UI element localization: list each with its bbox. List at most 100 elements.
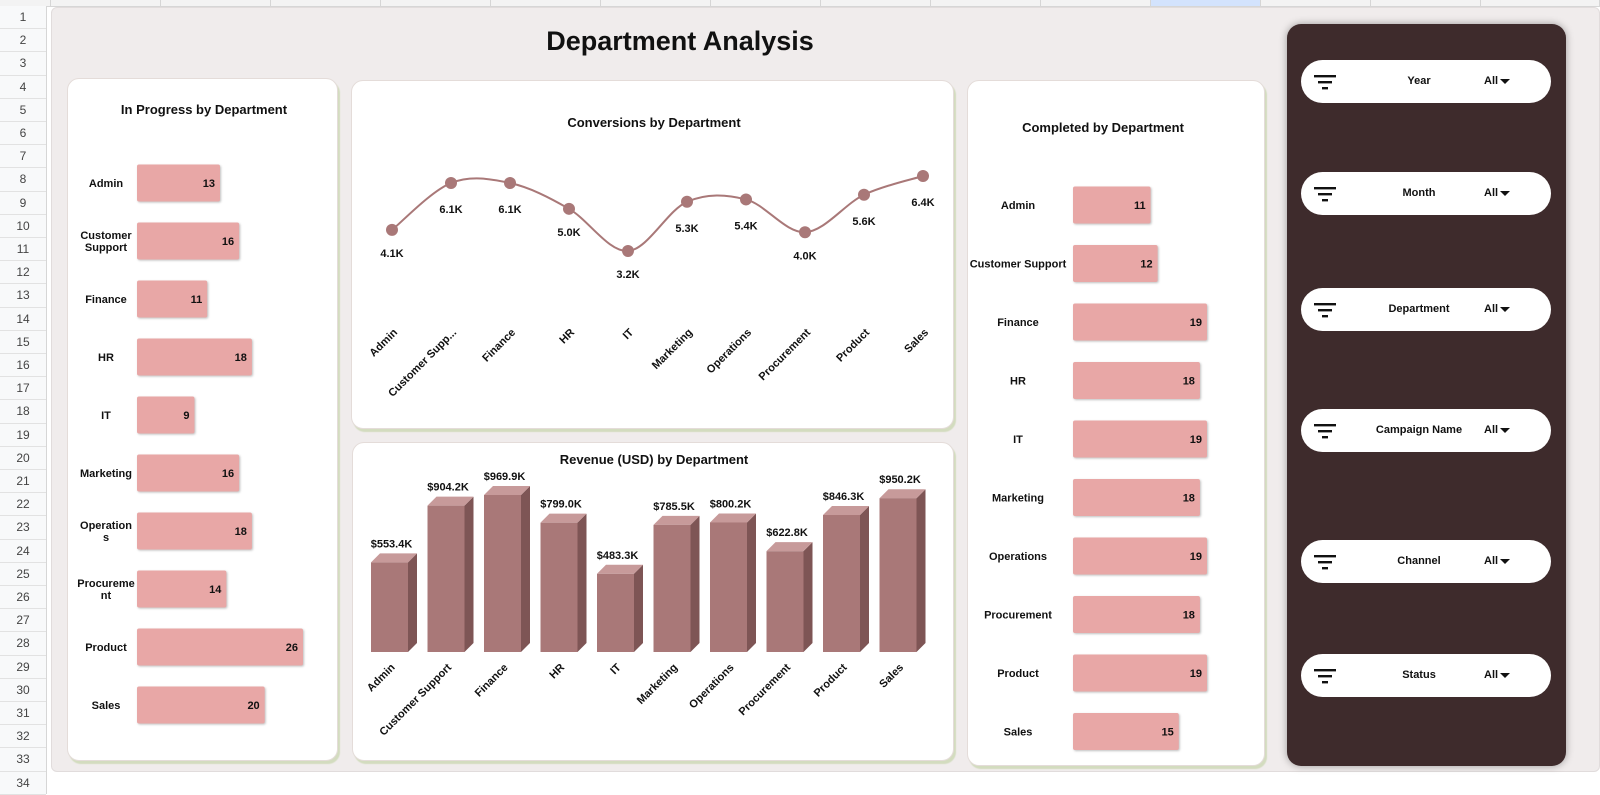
channel-slicer-value[interactable]: All bbox=[1484, 555, 1499, 567]
completed-card[interactable]: Completed by Department 11 Admin 12 Customer… bbox=[967, 80, 1265, 766]
column-header[interactable] bbox=[51, 0, 161, 6]
column-header[interactable] bbox=[601, 0, 711, 6]
row-number[interactable]: 3 bbox=[0, 52, 46, 76]
data-point bbox=[740, 193, 752, 206]
row-number[interactable]: 19 bbox=[0, 424, 46, 447]
department-slicer-value[interactable]: All bbox=[1484, 303, 1499, 315]
row-number[interactable]: 16 bbox=[0, 354, 46, 378]
row-number[interactable]: 6 bbox=[0, 122, 46, 146]
row-number[interactable]: 24 bbox=[0, 540, 46, 563]
year-slicer[interactable]: Year All bbox=[1301, 60, 1551, 103]
row-number[interactable]: 18 bbox=[0, 400, 46, 424]
row-number[interactable]: 15 bbox=[0, 331, 46, 354]
channel-slicer-label: Channel bbox=[1397, 555, 1441, 567]
column-header[interactable] bbox=[821, 0, 931, 6]
category-label-line: Operation bbox=[80, 520, 132, 532]
row-number[interactable]: 27 bbox=[0, 609, 46, 633]
category-label: IT bbox=[1013, 434, 1023, 446]
filter-icon bbox=[1314, 187, 1336, 202]
row-number[interactable]: 20 bbox=[0, 447, 46, 470]
row-number[interactable]: 1 bbox=[0, 6, 46, 30]
dashboard-title: Department Analysis bbox=[546, 26, 814, 56]
category-label: Admin bbox=[365, 661, 398, 694]
dropdown-caret-icon[interactable] bbox=[1500, 673, 1510, 678]
row-number[interactable]: 22 bbox=[0, 493, 46, 517]
category-label-line: Finance bbox=[997, 317, 1039, 329]
chart-title: Completed by Department bbox=[1022, 120, 1184, 135]
row-number[interactable]: 32 bbox=[0, 725, 46, 749]
data-label: 18 bbox=[235, 526, 247, 538]
column-header[interactable] bbox=[271, 0, 381, 6]
row-number[interactable]: 5 bbox=[0, 99, 46, 122]
column-header[interactable] bbox=[1371, 0, 1481, 6]
row-number[interactable]: 34 bbox=[0, 772, 46, 795]
data-label: 18 bbox=[1183, 493, 1195, 505]
column-header[interactable] bbox=[381, 0, 491, 6]
category-label-line: Marketing bbox=[80, 468, 132, 480]
row-number[interactable]: 13 bbox=[0, 284, 46, 308]
row-number[interactable]: 21 bbox=[0, 470, 46, 494]
campaign-name-slicer[interactable]: Campaign Name All bbox=[1301, 409, 1551, 452]
data-label: 5.4K bbox=[734, 220, 757, 232]
dropdown-caret-icon[interactable] bbox=[1500, 307, 1510, 312]
channel-slicer[interactable]: Channel All bbox=[1301, 540, 1551, 583]
column-header[interactable] bbox=[161, 0, 271, 6]
category-label-line: Sales bbox=[1004, 727, 1033, 739]
column bbox=[766, 551, 804, 652]
row-number[interactable]: 8 bbox=[0, 168, 46, 192]
status-slicer[interactable]: Status All bbox=[1301, 654, 1551, 697]
department-slicer-label: Department bbox=[1388, 303, 1450, 315]
row-number[interactable]: 33 bbox=[0, 748, 46, 772]
status-slicer-value[interactable]: All bbox=[1484, 669, 1499, 681]
row-number[interactable]: 31 bbox=[0, 702, 46, 726]
data-label: 11 bbox=[1134, 200, 1146, 212]
department-slicer[interactable]: Department All bbox=[1301, 288, 1551, 331]
row-number[interactable]: 14 bbox=[0, 308, 46, 331]
column-header-selected[interactable] bbox=[1151, 0, 1261, 6]
in-progress-card[interactable]: In Progress by Department 13 Admin 16 Custom… bbox=[67, 78, 338, 761]
row-number[interactable]: 26 bbox=[0, 586, 46, 610]
row-number[interactable]: 11 bbox=[0, 238, 46, 262]
conversions-card[interactable]: Conversions by Department 4.1K Admin 6.1K Cu… bbox=[351, 80, 954, 429]
conversions-chart: Conversions by Department4.1KAdmin6.1KCu… bbox=[367, 115, 934, 400]
dropdown-caret-icon[interactable] bbox=[1500, 559, 1510, 564]
month-slicer[interactable]: Month All bbox=[1301, 172, 1551, 215]
row-number[interactable]: 7 bbox=[0, 145, 46, 169]
corner-cell[interactable] bbox=[0, 0, 51, 6]
column-header[interactable] bbox=[1041, 0, 1151, 6]
campaign-name-slicer-value[interactable]: All bbox=[1484, 424, 1499, 436]
dropdown-caret-icon[interactable] bbox=[1500, 79, 1510, 84]
data-label: 9 bbox=[183, 410, 189, 422]
row-number[interactable]: 23 bbox=[0, 516, 46, 540]
column-header[interactable] bbox=[491, 0, 601, 6]
row-number[interactable]: 28 bbox=[0, 632, 46, 656]
category-label: Operations bbox=[705, 327, 755, 377]
revenue-card[interactable]: Revenue (USD) by Department $553.4K Admin $… bbox=[352, 442, 954, 761]
data-label: $846.3K bbox=[823, 491, 865, 503]
category-label: Procurement bbox=[757, 326, 814, 383]
row-number[interactable]: 2 bbox=[0, 29, 46, 53]
row-number[interactable]: 12 bbox=[0, 261, 46, 285]
row-number[interactable]: 4 bbox=[0, 76, 46, 99]
column-header[interactable] bbox=[1261, 0, 1371, 6]
data-label: $553.4K bbox=[371, 538, 413, 550]
column-header[interactable] bbox=[931, 0, 1041, 6]
row-number[interactable]: 29 bbox=[0, 656, 46, 679]
column-header[interactable] bbox=[1481, 0, 1600, 6]
data-point bbox=[858, 188, 870, 201]
row-number[interactable]: 17 bbox=[0, 377, 46, 401]
row-number[interactable]: 10 bbox=[0, 215, 46, 238]
dropdown-caret-icon[interactable] bbox=[1500, 428, 1510, 433]
category-label: Sales bbox=[1004, 727, 1033, 739]
column-side bbox=[916, 489, 926, 652]
month-slicer-value[interactable]: All bbox=[1484, 187, 1499, 199]
dropdown-caret-icon[interactable] bbox=[1500, 191, 1510, 196]
column-header[interactable] bbox=[711, 0, 821, 6]
row-number[interactable]: 9 bbox=[0, 192, 46, 215]
row-number[interactable]: 30 bbox=[0, 679, 46, 702]
column-top bbox=[484, 486, 530, 495]
year-slicer-value[interactable]: All bbox=[1484, 75, 1499, 87]
row-number[interactable]: 25 bbox=[0, 563, 46, 586]
column bbox=[653, 524, 691, 652]
column bbox=[823, 515, 860, 652]
